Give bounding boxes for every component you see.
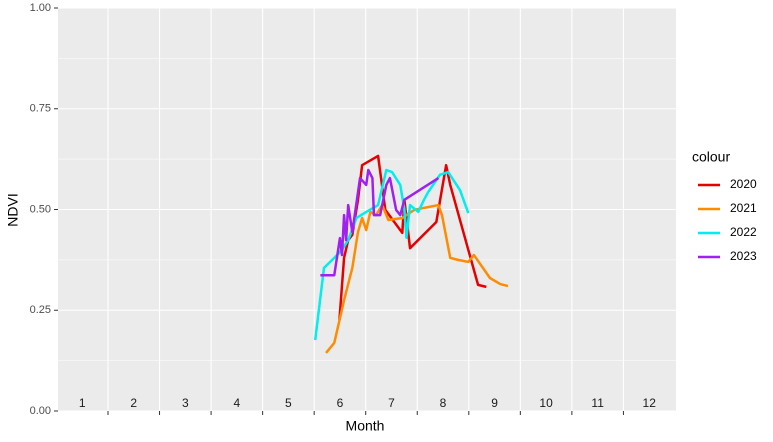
month-label: 8 (440, 396, 447, 410)
y-tick-label: 0.75 (30, 103, 51, 115)
month-label: 3 (182, 396, 189, 410)
month-label: 11 (591, 396, 604, 410)
series-line (325, 203, 509, 354)
y-tick-label: 1.00 (30, 2, 51, 14)
y-tick-label: 0.00 (30, 405, 51, 417)
legend-label: 2022 (730, 225, 757, 239)
month-label: 6 (337, 396, 344, 410)
series-line (320, 168, 440, 277)
legend-label: 2023 (730, 249, 757, 263)
month-label: 10 (539, 396, 553, 410)
month-label: 5 (285, 396, 292, 410)
series-line (338, 154, 487, 321)
month-label: 2 (130, 396, 137, 410)
month-label: 7 (388, 396, 395, 410)
y-tick-label: 0.25 (30, 304, 51, 316)
month-label: 9 (491, 396, 498, 410)
month-label: 4 (234, 396, 241, 410)
legend-title: colour (692, 149, 730, 165)
month-label: 1 (79, 396, 86, 410)
legend-label: 2021 (730, 201, 757, 215)
month-label: 12 (643, 396, 657, 410)
legend-label: 2020 (730, 177, 757, 191)
y-axis-title: NDVI (5, 193, 21, 226)
x-axis-title: Month (346, 418, 385, 434)
y-tick-label: 0.50 (30, 203, 51, 215)
